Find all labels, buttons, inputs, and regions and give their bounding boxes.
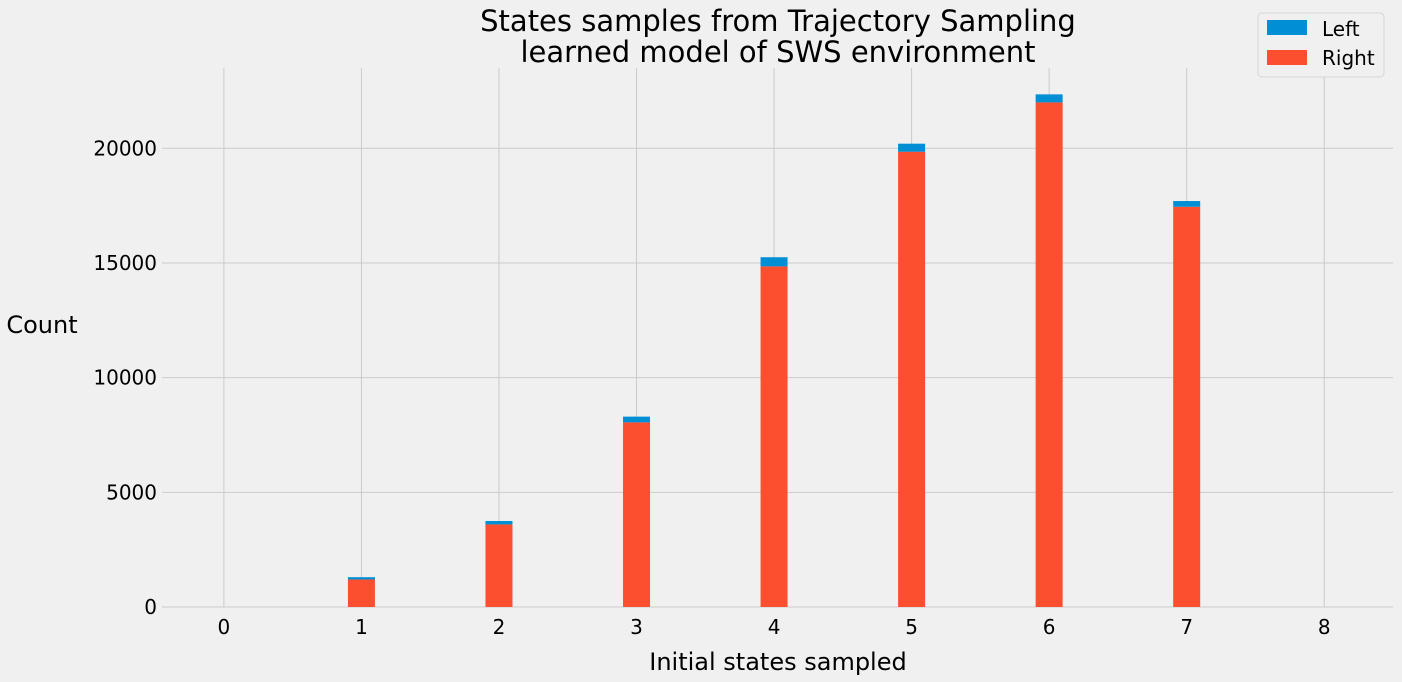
y-tick-label: 5000: [106, 480, 157, 504]
x-tick-label: 1: [355, 615, 368, 639]
x-tick-label: 7: [1180, 615, 1193, 639]
bar-left-5: [898, 143, 926, 152]
x-tick-label: 2: [493, 615, 506, 639]
legend-swatch-left: [1267, 20, 1307, 35]
bar-right-3: [623, 422, 651, 607]
x-tick-label: 0: [218, 615, 231, 639]
bar-right-5: [898, 151, 926, 607]
legend: Left Right: [1257, 12, 1385, 78]
chart-title-line-2: learned model of SWS environment: [520, 35, 1035, 69]
x-tick-labels: 0 1 2 3 4 5 6 7 8: [218, 615, 1331, 639]
legend-swatch-right: [1267, 50, 1307, 65]
bar-right-2: [485, 524, 513, 607]
x-tick-label: 6: [1043, 615, 1056, 639]
x-tick-label: 3: [630, 615, 643, 639]
y-tick-labels: 0 5000 10000 15000 20000: [93, 136, 157, 619]
y-tick-label: 10000: [93, 366, 157, 390]
bar-left-2: [485, 520, 513, 525]
bar-left-3: [623, 416, 651, 423]
x-tick-label: 8: [1318, 615, 1331, 639]
bar-right-4: [760, 266, 788, 607]
chart-title-line-1: States samples from Trajectory Sampling: [480, 4, 1076, 38]
bar-right-6: [1035, 102, 1063, 607]
x-tick-label: 4: [768, 615, 781, 639]
x-tick-label: 5: [905, 615, 918, 639]
bar-left-1: [347, 577, 375, 580]
bar-left-4: [760, 257, 788, 267]
legend-label-left: Left: [1322, 17, 1360, 41]
y-tick-label: 15000: [93, 251, 157, 275]
bar-left-6: [1035, 94, 1063, 103]
y-axis-label: Count: [6, 311, 77, 339]
x-axis-label: Initial states sampled: [649, 648, 906, 676]
y-tick-label: 0: [144, 595, 157, 619]
bar-right-1: [347, 579, 375, 607]
legend-label-right: Right: [1322, 46, 1375, 70]
y-tick-label: 20000: [93, 136, 157, 160]
bar-left-7: [1173, 201, 1201, 207]
bar-right-7: [1173, 206, 1201, 607]
bars: [347, 94, 1201, 607]
